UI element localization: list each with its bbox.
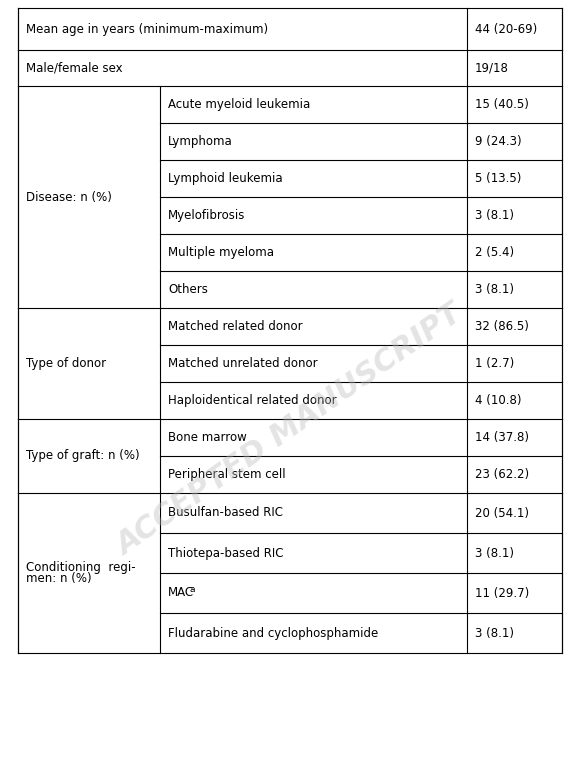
Text: Disease: n (%): Disease: n (%): [26, 190, 112, 204]
Text: 14 (37.8): 14 (37.8): [475, 431, 529, 444]
Text: Lymphoma: Lymphoma: [168, 135, 233, 148]
Text: Bone marrow: Bone marrow: [168, 431, 246, 444]
Text: Acute myeloid leukemia: Acute myeloid leukemia: [168, 98, 310, 111]
Text: Mean age in years (minimum-maximum): Mean age in years (minimum-maximum): [26, 22, 268, 35]
Text: 5 (13.5): 5 (13.5): [475, 172, 521, 185]
Text: Conditioning  regi-: Conditioning regi-: [26, 561, 136, 574]
Text: Male/female sex: Male/female sex: [26, 61, 122, 74]
Text: Others: Others: [168, 283, 208, 296]
Text: Type of graft: n (%): Type of graft: n (%): [26, 449, 140, 462]
Text: Matched related donor: Matched related donor: [168, 320, 303, 333]
Text: Myelofibrosis: Myelofibrosis: [168, 209, 245, 222]
Text: 1 (2.7): 1 (2.7): [475, 357, 514, 370]
Text: 11 (29.7): 11 (29.7): [475, 587, 529, 600]
Text: Multiple myeloma: Multiple myeloma: [168, 246, 274, 259]
Text: Type of donor: Type of donor: [26, 357, 106, 370]
Text: Busulfan-based RIC: Busulfan-based RIC: [168, 507, 283, 519]
Text: Peripheral stem cell: Peripheral stem cell: [168, 468, 285, 481]
Text: 3 (8.1): 3 (8.1): [475, 547, 514, 560]
Text: 3 (8.1): 3 (8.1): [475, 627, 514, 640]
Text: 19/18: 19/18: [475, 61, 509, 74]
Text: Lymphoid leukemia: Lymphoid leukemia: [168, 172, 282, 185]
Text: 4 (10.8): 4 (10.8): [475, 394, 521, 407]
Text: MAC: MAC: [168, 587, 194, 600]
Text: 3 (8.1): 3 (8.1): [475, 283, 514, 296]
Text: Fludarabine and cyclophosphamide: Fludarabine and cyclophosphamide: [168, 627, 378, 640]
Text: 15 (40.5): 15 (40.5): [475, 98, 529, 111]
Text: Thiotepa-based RIC: Thiotepa-based RIC: [168, 547, 284, 560]
Text: 32 (86.5): 32 (86.5): [475, 320, 529, 333]
Text: Matched unrelated donor: Matched unrelated donor: [168, 357, 318, 370]
Text: men: n (%): men: n (%): [26, 572, 92, 585]
Text: 2 (5.4): 2 (5.4): [475, 246, 514, 259]
Text: 23 (62.2): 23 (62.2): [475, 468, 529, 481]
Text: 20 (54.1): 20 (54.1): [475, 507, 529, 519]
Text: 3 (8.1): 3 (8.1): [475, 209, 514, 222]
Text: a: a: [190, 584, 195, 594]
Text: 44 (20-69): 44 (20-69): [475, 22, 537, 35]
Text: Haploidentical related donor: Haploidentical related donor: [168, 394, 336, 407]
Text: 9 (24.3): 9 (24.3): [475, 135, 521, 148]
Text: ACCEPTED MANUSCRIPT: ACCEPTED MANUSCRIPT: [112, 299, 468, 561]
